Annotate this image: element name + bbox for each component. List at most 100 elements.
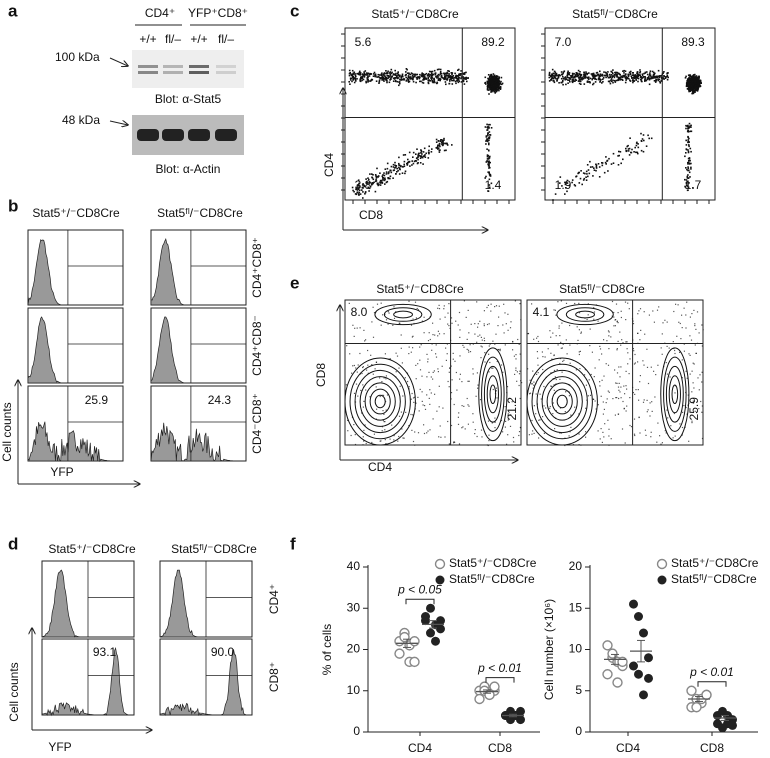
event-dot	[403, 154, 405, 156]
panel-label: d	[8, 534, 18, 553]
event-dot	[429, 429, 430, 430]
event-dot	[464, 300, 465, 301]
event-dot	[562, 347, 563, 348]
axis-label: CD4	[322, 153, 336, 177]
event-dot	[640, 330, 641, 331]
band	[189, 71, 209, 74]
event-dot	[388, 75, 390, 77]
event-dot	[627, 77, 629, 79]
event-dot	[615, 415, 616, 416]
event-dot	[436, 357, 437, 358]
event-dot	[417, 397, 418, 398]
event-dot	[452, 72, 454, 74]
event-dot	[632, 72, 634, 74]
row-label: CD4⁺	[267, 584, 281, 614]
event-dot	[459, 443, 460, 444]
event-dot	[470, 351, 471, 352]
event-dot	[411, 325, 412, 326]
event-dot	[390, 71, 392, 73]
event-dot	[428, 153, 430, 155]
event-dot	[423, 404, 424, 405]
event-dot	[456, 390, 457, 391]
event-dot	[647, 400, 648, 401]
event-dot	[435, 353, 436, 354]
column-title: Stat5ᶠˡ/⁻CD8Cre	[572, 7, 658, 21]
data-point	[426, 604, 435, 613]
data-point	[603, 641, 612, 650]
event-dot	[608, 158, 610, 160]
event-dot	[611, 438, 612, 439]
event-dot	[397, 73, 399, 75]
histogram	[28, 240, 123, 305]
event-dot	[429, 404, 430, 405]
event-dot	[387, 72, 389, 74]
data-point	[400, 633, 409, 642]
contour	[566, 308, 604, 322]
event-dot	[439, 150, 441, 152]
event-dot	[587, 164, 589, 166]
event-dot	[692, 81, 694, 83]
event-dot	[686, 302, 687, 303]
event-dot	[688, 138, 690, 140]
event-dot	[420, 369, 421, 370]
event-dot	[658, 70, 660, 72]
event-dot	[433, 78, 435, 80]
event-dot	[425, 78, 427, 80]
event-dot	[635, 78, 637, 80]
event-dot	[588, 314, 589, 315]
event-dot	[387, 163, 389, 165]
event-dot	[470, 344, 471, 345]
event-dot	[639, 381, 640, 382]
data-point	[728, 721, 737, 730]
event-dot	[568, 74, 570, 76]
event-dot	[540, 394, 541, 395]
event-dot	[496, 388, 497, 389]
event-dot	[556, 79, 558, 81]
event-dot	[394, 318, 395, 319]
event-dot	[610, 71, 612, 73]
quadrant-value: 1.7	[685, 178, 702, 192]
event-dot	[623, 70, 625, 72]
event-dot	[505, 344, 506, 345]
data-point	[410, 657, 419, 666]
event-dot	[417, 363, 418, 364]
event-dot	[630, 152, 632, 154]
event-dot	[415, 153, 417, 155]
event-dot	[382, 174, 384, 176]
event-dot	[699, 374, 700, 375]
event-dot	[385, 439, 386, 440]
event-dot	[520, 380, 521, 381]
event-dot	[398, 368, 399, 369]
data-point	[629, 600, 638, 609]
event-dot	[614, 77, 616, 79]
event-dot	[426, 354, 427, 355]
event-dot	[674, 353, 675, 354]
event-dot	[629, 148, 631, 150]
event-dot	[442, 141, 444, 143]
event-dot	[367, 77, 369, 79]
event-dot	[578, 70, 580, 72]
band	[162, 129, 184, 141]
event-dot	[401, 412, 402, 413]
event-dot	[549, 330, 550, 331]
event-dot	[614, 80, 616, 82]
event-dot	[629, 72, 631, 74]
event-dot	[685, 327, 686, 328]
event-dot	[476, 301, 477, 302]
event-dot	[441, 143, 443, 145]
event-dot	[696, 87, 698, 89]
event-dot	[349, 73, 351, 75]
event-dot	[638, 400, 639, 401]
event-dot	[600, 438, 601, 439]
event-dot	[460, 70, 462, 72]
event-dot	[438, 140, 440, 142]
event-dot	[466, 81, 468, 83]
event-dot	[488, 124, 490, 126]
event-dot	[352, 187, 354, 189]
gate-value: 93.1	[93, 645, 117, 659]
event-dot	[496, 397, 497, 398]
event-dot	[565, 411, 566, 412]
event-dot	[690, 163, 692, 165]
x-tick-label: CD8	[488, 741, 512, 755]
event-dot	[380, 181, 382, 183]
